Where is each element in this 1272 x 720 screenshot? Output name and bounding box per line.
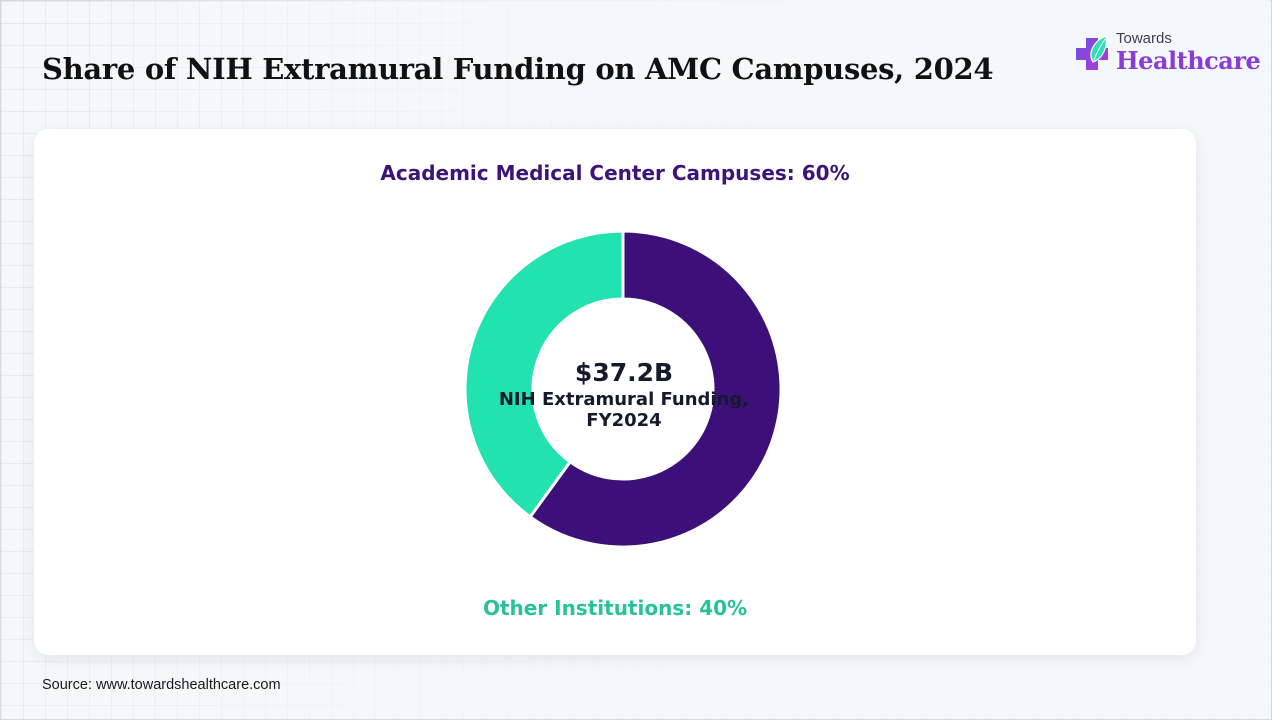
chart-title: Share of NIH Extramural Funding on AMC C… — [42, 52, 994, 86]
logo-top-text: Towards — [1116, 30, 1172, 47]
donut-center: $37.2B NIH Extramural Funding, FY2024 — [464, 357, 784, 431]
logo-main-text: Healthcare — [1116, 46, 1261, 75]
medical-cross-leaf-icon — [1076, 35, 1108, 70]
donut-chart — [463, 229, 783, 549]
donut-slice-other-institutions[interactable] — [463, 229, 625, 519]
slice-label-amc: Academic Medical Center Campuses: 60% — [380, 161, 850, 185]
brand-logo[interactable]: Towards Healthcare — [1072, 30, 1261, 80]
slice-label-other: Other Institutions: 40% — [482, 596, 748, 620]
center-description: NIH Extramural Funding, FY2024 — [498, 389, 750, 431]
chart-card: Academic Medical Center Campuses: 60% $3… — [34, 129, 1196, 655]
source-note: Source: www.towardshealthcare.com — [42, 677, 281, 693]
center-value: $37.2B — [574, 358, 674, 387]
donut-slice-academic-medical-center-campuses[interactable] — [528, 229, 783, 549]
